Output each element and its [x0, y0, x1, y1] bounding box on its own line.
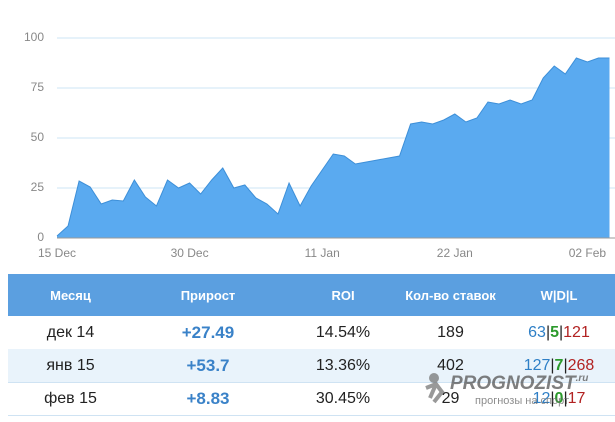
- brand-name: PROGNOZIST: [450, 373, 577, 394]
- header-cell: Прирост: [180, 287, 236, 303]
- wins: 12: [532, 389, 551, 407]
- wins: 63: [528, 323, 546, 341]
- y-tick-label: 25: [31, 180, 45, 194]
- line: [56, 57, 610, 237]
- separator: |: [550, 356, 555, 374]
- header-cell: Месяц: [50, 287, 91, 303]
- header-cell: ROI: [331, 287, 355, 303]
- table-row: янв 15 +53.7 13.36% 402 127 | 7 | 268: [8, 349, 615, 383]
- x-tick-label: 11 Jan: [305, 246, 340, 260]
- watermark-logo: PROGNOZIST.ru прогнозы на спорт: [425, 373, 588, 407]
- x-tick-label: 22 Jan: [437, 246, 473, 260]
- roi: 14.54%: [315, 323, 371, 341]
- table-row: дек 14 +27.49 14.54% 189 63 | 5 | 121: [8, 316, 615, 350]
- y-tick-label: 0: [37, 230, 44, 244]
- area: [57, 58, 610, 238]
- table-row: фев 15 +8.83 30.45% 29 12 | 0 | 17: [8, 382, 615, 416]
- draws: 7: [554, 356, 564, 374]
- y-tick-label: 50: [31, 130, 45, 144]
- growth: +53.7: [186, 355, 230, 375]
- x-tick-label: 30 Dec: [171, 246, 209, 260]
- table-header: Месяц Прирост ROI Кол-во ставок W|D|L: [8, 274, 615, 316]
- growth: +27.49: [181, 322, 235, 342]
- watermark: PROGNOZIST.ru прогнозы на спорт: [420, 368, 610, 415]
- bets: 189: [437, 323, 464, 341]
- logo-icon: [425, 381, 445, 404]
- separator: |: [559, 323, 564, 341]
- losses: 17: [567, 389, 586, 407]
- separator: |: [550, 389, 555, 407]
- losses: 268: [567, 356, 595, 374]
- tagline: прогнозы на спорт: [475, 395, 569, 407]
- wdl: 63 | 5 | 121: [503, 316, 615, 349]
- wins: 127: [523, 356, 551, 374]
- draws: 5: [550, 323, 559, 341]
- brand: PROGNOZIST.ru: [450, 373, 588, 394]
- x-tick-label: 02 Feb: [569, 246, 607, 260]
- month: фев 15: [44, 389, 97, 407]
- separator: |: [563, 356, 568, 374]
- growth: +8.83: [186, 388, 230, 408]
- separator: |: [545, 323, 551, 341]
- brand-tld: .ru: [576, 373, 589, 384]
- y-tick-label: 75: [31, 80, 45, 94]
- roi: 30.45%: [315, 389, 371, 407]
- separator: |: [563, 389, 568, 407]
- draws: 0: [554, 389, 564, 407]
- header-cell: Кол-во ставок: [405, 287, 496, 303]
- bets: 402: [437, 356, 464, 374]
- wdl: 127 | 7 | 268: [503, 349, 615, 382]
- header-cell: W|D|L: [540, 287, 578, 303]
- losses: 121: [563, 323, 590, 341]
- month: янв 15: [46, 356, 95, 374]
- roi: 13.36%: [315, 356, 371, 374]
- chart: 0 25 50 75 100 15 Dec 30 Dec 11 Jan 22 Jan 02 Feb: [24, 30, 615, 260]
- month: дек 14: [46, 323, 95, 341]
- bets: 29: [441, 389, 460, 407]
- logo-icon: [429, 373, 439, 383]
- y-tick-label: 100: [24, 30, 44, 44]
- x-tick-label: 15 Dec: [38, 246, 76, 260]
- wdl: 12 | 0 | 17: [503, 382, 615, 415]
